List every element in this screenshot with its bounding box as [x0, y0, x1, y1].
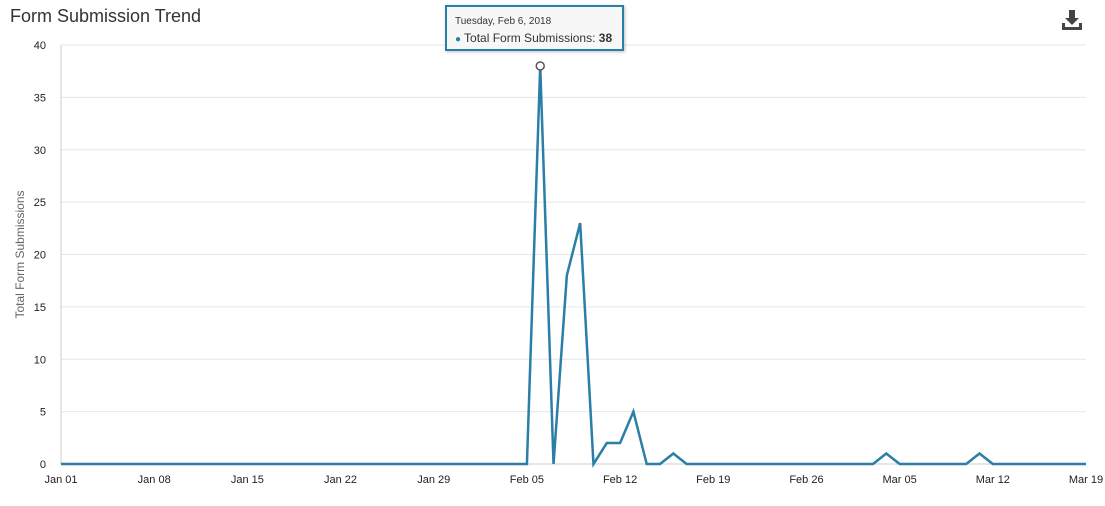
x-tick-label: Feb 19 [696, 474, 730, 486]
tooltip-value: 38 [598, 31, 613, 45]
x-tick-label: Jan 01 [44, 474, 77, 486]
x-tick-label: Jan 22 [324, 474, 357, 486]
y-tick-label: 35 [34, 92, 46, 104]
y-tick-label: 30 [34, 145, 46, 157]
x-tick-label: Jan 29 [417, 474, 450, 486]
x-tick-label: Feb 12 [603, 474, 637, 486]
y-tick-label: 5 [40, 407, 46, 419]
chart-title: Form Submission Trend [10, 6, 202, 26]
y-tick-label: 40 [34, 40, 46, 52]
y-tick-label: 25 [34, 197, 46, 209]
series-dot-icon: ● [455, 34, 462, 45]
y-tick-label: 20 [34, 250, 46, 262]
x-tick-label: Mar 12 [976, 474, 1010, 486]
highlight-point [535, 61, 545, 71]
tooltip-series-name: Total Form Submissions: [464, 31, 596, 45]
download-icon[interactable] [1060, 8, 1084, 32]
x-tick-label: Jan 15 [231, 474, 264, 486]
x-tick-label: Jan 08 [138, 474, 171, 486]
y-tick-label: 0 [40, 459, 46, 471]
y-axis-label: Total Form Submissions [13, 190, 27, 318]
series-line [61, 65, 1086, 468]
y-tick-label: 10 [34, 354, 46, 366]
tooltip-date: Tuesday, Feb 6, 2018 [455, 16, 552, 27]
tooltip: Tuesday, Feb 6, 2018 ● Total Form Submiss… [445, 5, 624, 51]
x-tick-label: Feb 05 [510, 474, 544, 486]
x-tick-label: Feb 26 [789, 474, 823, 486]
x-tick-label: Mar 19 [1069, 474, 1103, 486]
x-tick-label: Mar 05 [883, 474, 917, 486]
y-tick-label: 15 [34, 302, 46, 314]
tooltip-value-line: ● Total Form Submissions: 38 [455, 31, 612, 45]
